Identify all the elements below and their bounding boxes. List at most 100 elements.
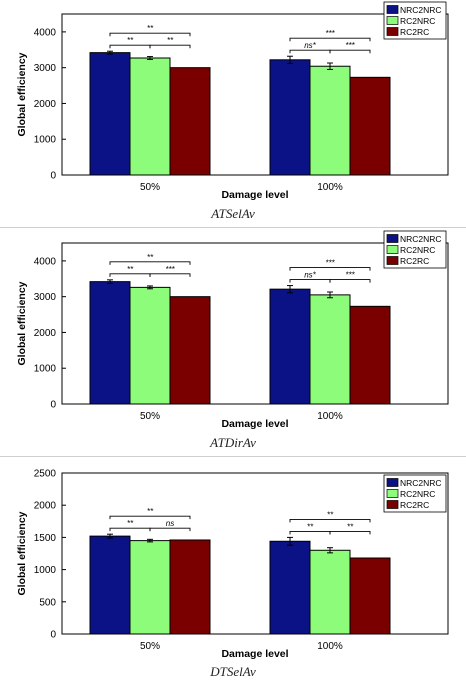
significance-label: ***	[325, 259, 335, 268]
significance-label: ns	[166, 519, 174, 528]
significance-bracket	[329, 49, 371, 54]
significance-bracket	[149, 527, 191, 532]
significance-bracket	[289, 279, 331, 283]
y-tick-label: 0	[50, 400, 56, 411]
x-tick-label: 50%	[140, 182, 160, 193]
chart-panel-1: 0 1000 2000 3000 4000 Global efficiency Damage…	[0, 0, 466, 200]
significance-label: **	[347, 522, 354, 531]
significance-bracket	[109, 515, 191, 520]
y-tick-label: 1500	[34, 533, 57, 544]
bar-rc2nrc-2	[309, 294, 351, 405]
y-tick-label: 500	[39, 597, 56, 608]
x-axis-label: Damage level	[221, 189, 288, 200]
y-tick-label: 3000	[34, 292, 57, 303]
bar-nrc2nrc-1	[89, 281, 131, 405]
legend-swatch	[386, 500, 399, 509]
chart-panel-3: 0 500 1000 1500 2000 2500 Global efficiency Dam…	[0, 459, 466, 659]
significance-label: ***	[165, 265, 175, 274]
x-tick-label: 50%	[140, 641, 160, 652]
significance-bracket	[149, 273, 191, 277]
significance-bracket	[289, 267, 371, 271]
plot-area	[61, 472, 449, 635]
significance-label: **	[127, 36, 134, 45]
y-axis-label: Global efficiency	[16, 52, 28, 136]
bar-nrc2nrc-1	[89, 52, 131, 176]
bar-rc2nrc-2	[309, 65, 351, 176]
y-tick-label: 1000	[34, 565, 57, 576]
significance-label: **	[147, 253, 154, 262]
legend-swatch	[386, 489, 399, 498]
bar-rc2rc-2	[349, 305, 391, 405]
significance-bracket	[109, 32, 191, 37]
legend-label: RC2RC	[400, 256, 429, 266]
significance-bracket	[149, 44, 191, 49]
legend-label: NRC2NRC	[400, 478, 442, 488]
significance-bracket	[109, 261, 191, 265]
y-tick-label: 2000	[34, 501, 57, 512]
y-axis-label: Global efficiency	[16, 511, 28, 595]
significance-bracket	[109, 527, 151, 532]
bar-rc2nrc-1	[129, 286, 171, 405]
significance-label: ns*	[304, 41, 316, 50]
bar-rc2nrc-1	[129, 540, 171, 635]
legend-swatch	[386, 5, 399, 14]
significance-bracket	[109, 44, 151, 49]
significance-bracket	[289, 518, 371, 523]
chart-caption-3: DTSelAv	[210, 664, 256, 679]
chart-atdirav: 0 1000 2000 3000 4000 Global efficiency Damage…	[16, 230, 449, 429]
bar-nrc2nrc-1	[89, 535, 131, 635]
bar-rc2rc-1	[169, 296, 211, 405]
y-axis-label: Global efficiency	[16, 281, 28, 365]
significance-bracket	[109, 273, 151, 277]
bar-rc2nrc-1	[129, 57, 171, 176]
legend-label: RC2NRC	[400, 489, 435, 499]
y-tick-label: 2500	[34, 469, 57, 480]
significance-label: **	[147, 24, 154, 33]
bar-nrc2nrc-2	[269, 59, 311, 176]
x-tick-label: 100%	[317, 641, 343, 652]
chart-caption-1: ATSelAv	[211, 206, 255, 221]
chart-dtselav: 0 500 1000 1500 2000 2500 Global efficiency Dam…	[16, 469, 449, 659]
legend-swatch	[386, 234, 399, 243]
legend-label: RC2NRC	[400, 245, 435, 255]
significance-bracket	[289, 37, 371, 42]
legend-label: NRC2NRC	[400, 5, 442, 15]
bar-nrc2nrc-2	[269, 288, 311, 405]
y-tick-label: 0	[50, 171, 56, 182]
y-tick-label: 4000	[34, 27, 57, 38]
y-tick-label: 2000	[34, 99, 57, 110]
significance-label: ***	[345, 271, 355, 280]
x-tick-label: 50%	[140, 411, 160, 422]
significance-label: **	[167, 36, 174, 45]
x-tick-label: 100%	[317, 411, 343, 422]
y-tick-label: 0	[50, 630, 56, 641]
significance-label: ***	[325, 29, 335, 38]
x-axis-label: Damage level	[221, 418, 288, 429]
significance-label: **	[147, 507, 154, 516]
y-tick-label: 4000	[34, 256, 57, 267]
legend-swatch	[386, 27, 399, 36]
significance-label: **	[307, 522, 314, 531]
chart-panel-2: 0 1000 2000 3000 4000 Global efficiency Damage…	[0, 229, 466, 429]
x-axis-label: Damage level	[221, 648, 288, 659]
significance-bracket	[289, 49, 331, 54]
legend-label: RC2NRC	[400, 16, 435, 26]
y-tick-label: 1000	[34, 135, 57, 146]
significance-bracket	[329, 530, 371, 535]
significance-label: **	[327, 510, 334, 519]
x-tick-label: 100%	[317, 182, 343, 193]
significance-bracket	[329, 279, 371, 283]
legend-swatch	[386, 245, 399, 254]
bar-nrc2nrc-2	[269, 540, 311, 635]
legend-label: RC2RC	[400, 27, 429, 37]
divider	[0, 227, 466, 228]
legend-swatch	[386, 478, 399, 487]
legend-label: RC2RC	[400, 500, 429, 510]
legend-swatch	[386, 256, 399, 265]
bar-rc2rc-1	[169, 67, 211, 176]
significance-label: **	[127, 519, 134, 528]
divider	[0, 456, 466, 457]
bar-rc2rc-2	[349, 76, 391, 176]
significance-bracket	[289, 530, 331, 535]
plot-area	[61, 13, 449, 176]
